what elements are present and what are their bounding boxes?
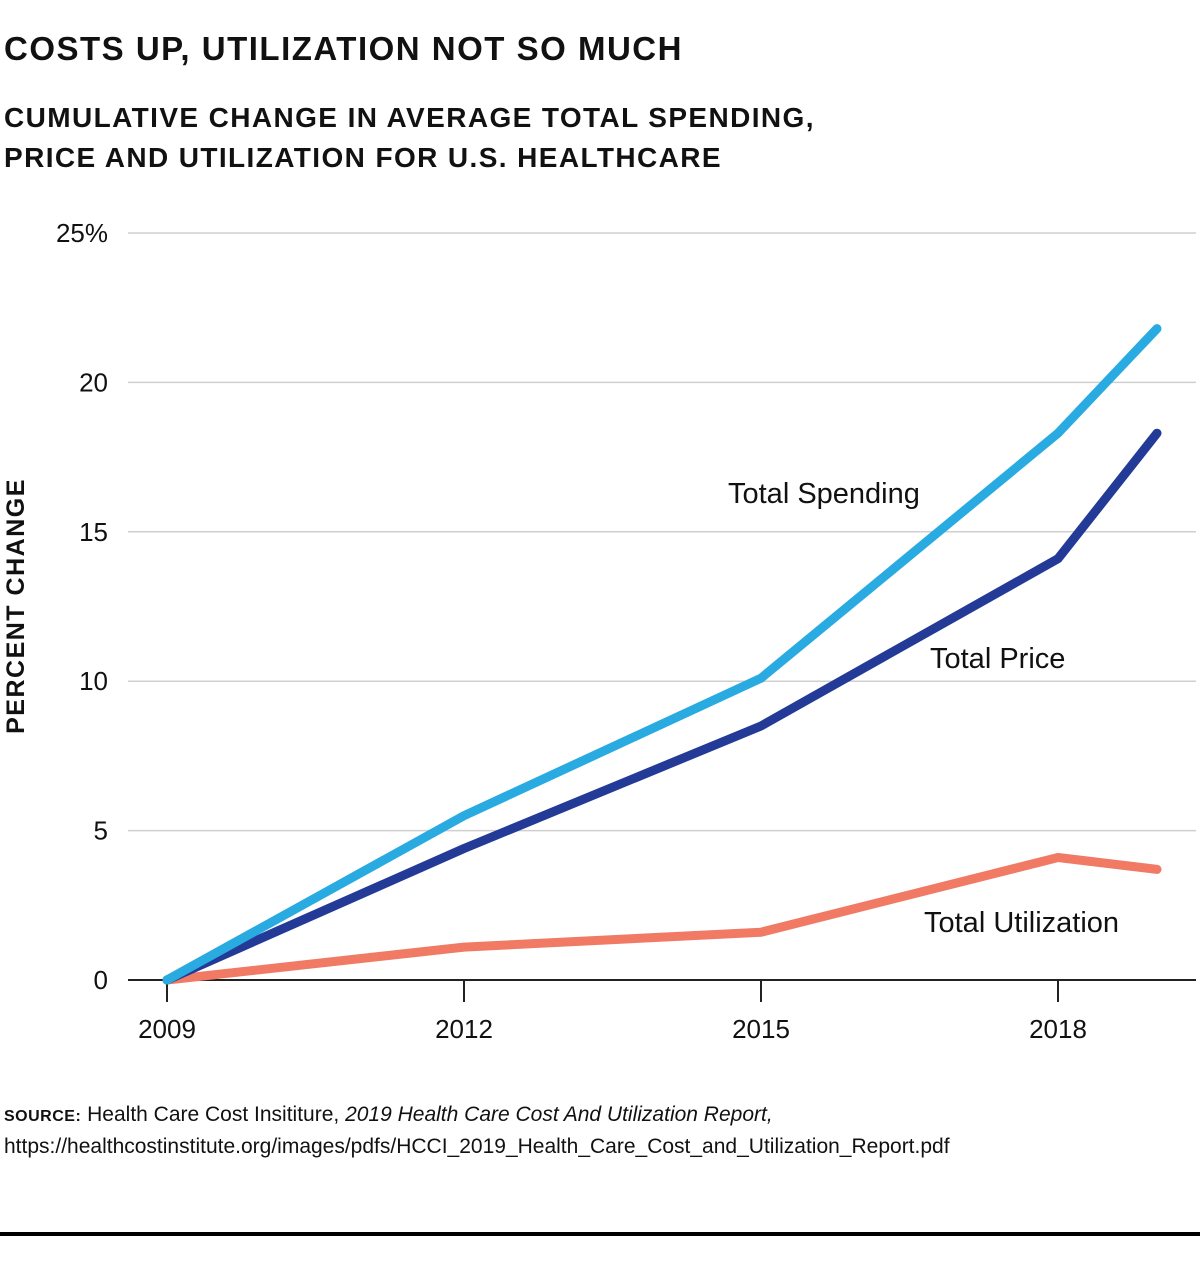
x-tick-label: 2018 — [1029, 1014, 1087, 1044]
chart-title: COSTS UP, UTILIZATION NOT SO MUCH — [4, 30, 683, 67]
y-tick-label: 25% — [56, 218, 108, 248]
subtitle-line-1: CUMULATIVE CHANGE IN AVERAGE TOTAL SPEND… — [4, 102, 815, 133]
source-url[interactable]: https://healthcostinstitute.org/images/p… — [4, 1135, 950, 1158]
y-tick-label: 10 — [79, 666, 108, 696]
bottom-rule — [0, 1232, 1200, 1236]
annotation-total-price: Total Price — [930, 643, 1065, 675]
series-line-total-utilization — [162, 853, 1162, 985]
series-line-total-spending — [162, 324, 1162, 985]
x-tick-label: 2015 — [732, 1014, 790, 1044]
x-tick-label: 2009 — [138, 1014, 196, 1044]
y-tick-label: 15 — [79, 517, 108, 547]
y-tick-label: 20 — [79, 367, 108, 397]
chart-subtitle: CUMULATIVE CHANGE IN AVERAGE TOTAL SPEND… — [4, 98, 904, 178]
series-lines — [162, 324, 1162, 985]
series-line-total-price — [162, 428, 1162, 985]
gridlines — [128, 232, 1196, 832]
series-annotations: Total Spending Total Price Total Utilizati… — [728, 478, 1119, 939]
source-label: SOURCE: — [4, 1108, 82, 1125]
source-note: SOURCE: Health Care Cost Insititure, 201… — [4, 1100, 950, 1162]
source-line-1: SOURCE: Health Care Cost Insititure, 201… — [4, 1100, 950, 1132]
y-tick-label: 0 — [94, 965, 108, 995]
y-axis-title: PERCENT CHANGE — [2, 478, 30, 734]
line-chart: 0 5 10 15 20 25% 2009 2012 2015 2018 PERCENT CHANG… — [2, 218, 1196, 1044]
annotation-total-spending: Total Spending — [728, 478, 920, 510]
annotation-total-utilization: Total Utilization — [924, 907, 1119, 939]
source-report: 2019 Health Care Cost And Utilization Re… — [345, 1103, 773, 1126]
subtitle-line-2: PRICE AND UTILIZATION FOR U.S. HEALTHCAR… — [4, 142, 722, 173]
axes: 0 5 10 15 20 25% 2009 2012 2015 2018 PERCENT CHANG… — [2, 218, 1196, 1044]
x-tick-label: 2012 — [435, 1014, 493, 1044]
source-org: Health Care Cost Insititure, — [87, 1103, 346, 1126]
y-tick-label: 5 — [94, 816, 108, 846]
